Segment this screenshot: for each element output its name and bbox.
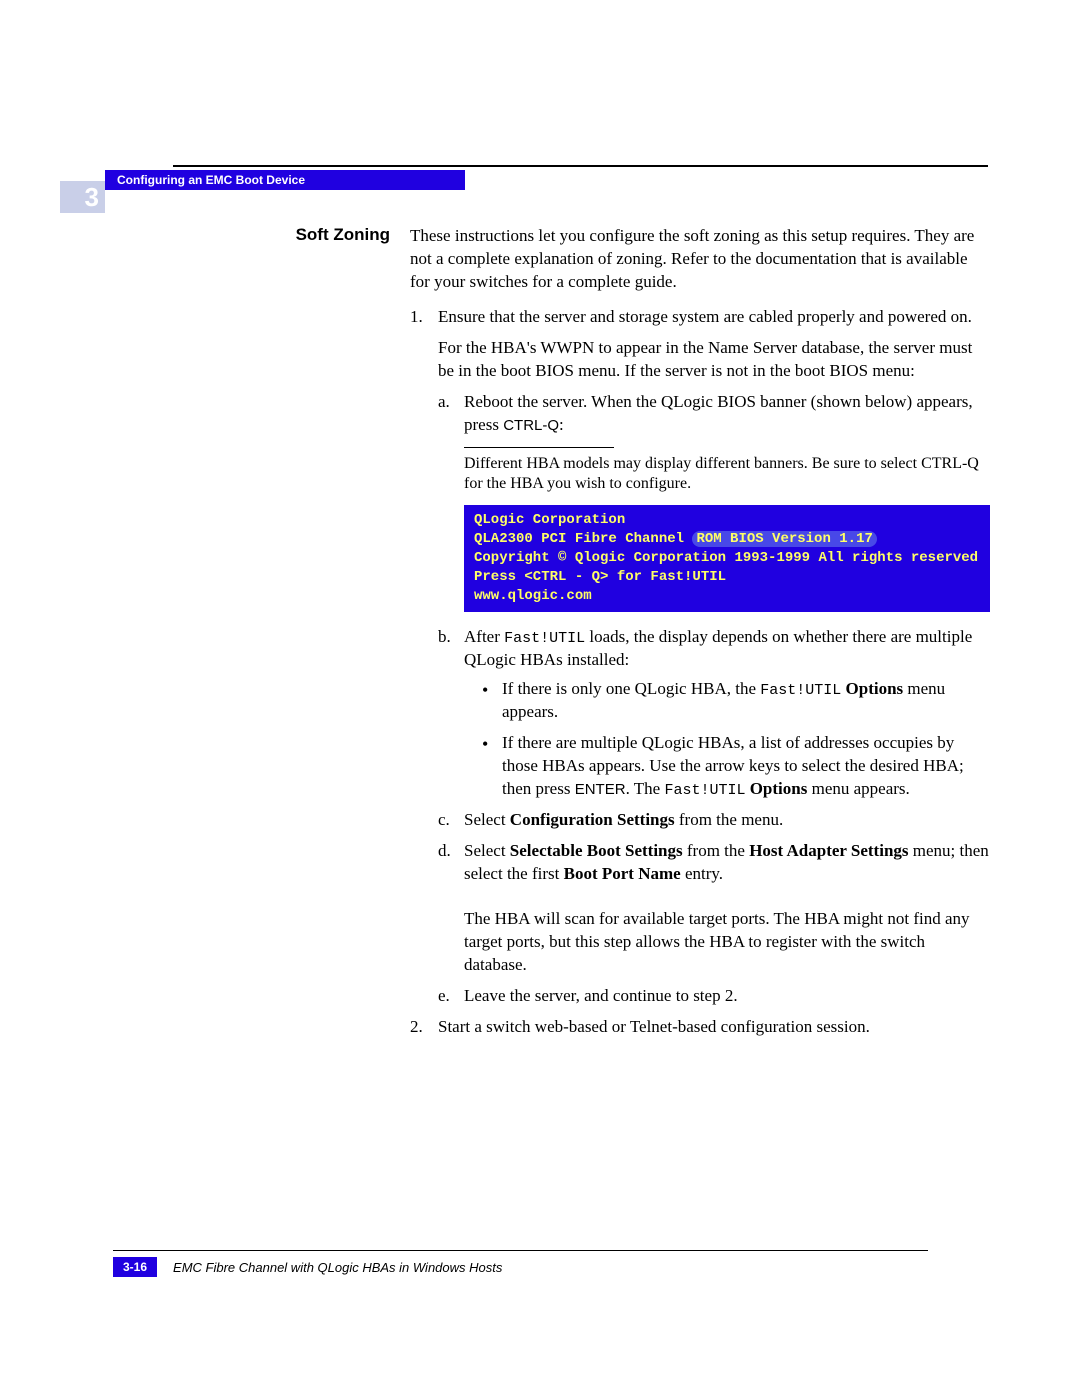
step-number: 1.: [410, 306, 423, 329]
ctrl-q-key: CTRL-Q: [503, 417, 559, 434]
step-1b: b. After Fast!UTIL loads, the display de…: [438, 626, 990, 802]
bios-line: Copyright © Qlogic Corporation 1993-1999…: [474, 549, 980, 568]
step-1c: c. Select Configuration Settings from th…: [438, 809, 990, 832]
step-subtext: For the HBA's WWPN to appear in the Name…: [438, 337, 990, 383]
bullet-item: If there is only one QLogic HBA, the Fas…: [482, 678, 990, 724]
footer-rule: [113, 1250, 928, 1251]
step-1: 1. Ensure that the server and storage sy…: [410, 306, 990, 1008]
bios-banner: QLogic Corporation QLA2300 PCI Fibre Cha…: [464, 505, 990, 611]
substep-letter: d.: [438, 840, 451, 863]
step-text: Start a switch web-based or Telnet-based…: [438, 1017, 870, 1036]
bios-highlight: ROM BIOS Version 1.17: [692, 531, 876, 547]
step-1d: d. Select Selectable Boot Settings from …: [438, 840, 990, 977]
step-1e: e. Leave the server, and continue to ste…: [438, 985, 990, 1008]
step-1a: a. Reboot the server. When the QLogic BI…: [438, 391, 990, 612]
chapter-number-tab: 3: [60, 181, 105, 213]
note-rule: [464, 447, 614, 448]
header-rule: [173, 165, 988, 167]
page-number: 3-16: [113, 1257, 157, 1277]
substep-letter: e.: [438, 985, 450, 1008]
substep-letter: b.: [438, 626, 451, 649]
page-footer: 3-16 EMC Fibre Channel with QLogic HBAs …: [113, 1250, 928, 1277]
step-text: Ensure that the server and storage syste…: [438, 307, 972, 326]
chapter-title-bar: Configuring an EMC Boot Device: [105, 170, 465, 190]
substep-letter: c.: [438, 809, 450, 832]
section-heading: Soft Zoning: [225, 225, 390, 245]
step-2: 2. Start a switch web-based or Telnet-ba…: [410, 1016, 990, 1039]
footer-doc-title: EMC Fibre Channel with QLogic HBAs in Wi…: [173, 1260, 502, 1275]
note-text: Different HBA models may display differe…: [464, 454, 990, 496]
bios-line: Press <CTRL - Q> for Fast!UTIL: [474, 568, 980, 587]
substep-letter: a.: [438, 391, 450, 414]
bios-line: QLA2300 PCI Fibre Channel ROM BIOS Versi…: [474, 530, 980, 549]
enter-key: ENTER: [575, 781, 626, 798]
code-text: Fast!UTIL: [504, 630, 585, 647]
bios-line: www.qlogic.com: [474, 587, 980, 606]
step-number: 2.: [410, 1016, 423, 1039]
intro-paragraph: These instructions let you configure the…: [410, 225, 990, 294]
bullet-item: If there are multiple QLogic HBAs, a lis…: [482, 732, 990, 801]
step-aftertext: The HBA will scan for available target p…: [464, 908, 990, 977]
bios-line: QLogic Corporation: [474, 511, 980, 530]
